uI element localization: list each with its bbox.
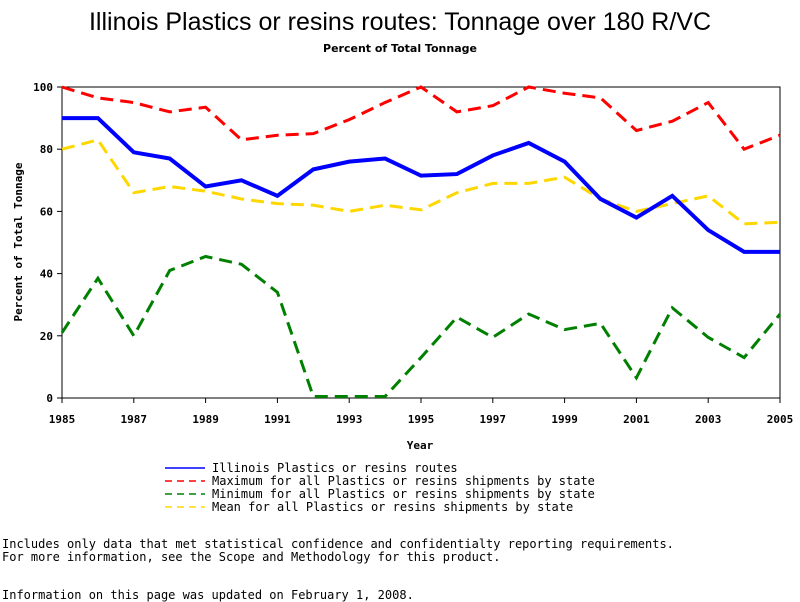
y-tick-label: 60 — [40, 205, 53, 218]
y-axis: 0 20 40 60 80 100 — [33, 81, 62, 405]
legend-label: Illinois Plastics or resins routes — [212, 461, 458, 475]
x-tick-label: 1987 — [121, 413, 148, 426]
x-tick-label: 1985 — [49, 413, 76, 426]
y-axis-label: Percent of Total Tonnage — [12, 162, 25, 321]
note-updated: Information on this page was updated on … — [2, 588, 414, 602]
y-tick-label: 20 — [40, 330, 53, 343]
x-tick-label: 1989 — [192, 413, 219, 426]
legend-label: Minimum for all Plastics or resins shipm… — [212, 487, 595, 501]
x-tick-label: 2001 — [623, 413, 650, 426]
note-methodology: For more information, see the Scope and … — [2, 550, 501, 564]
x-axis: 1985 1987 1989 1991 1993 1995 1997 1999 2001 2003… — [49, 398, 794, 426]
x-tick-label: 1991 — [264, 413, 291, 426]
x-tick-label: 1997 — [480, 413, 507, 426]
series-line-mean — [61, 138, 781, 226]
chart-subtitle: Percent of Total Tonnage — [323, 42, 477, 55]
series-line-minimum — [60, 254, 782, 398]
legend: Illinois Plastics or resins routesMaximu… — [165, 461, 595, 514]
x-tick-label: 2003 — [695, 413, 722, 426]
x-axis-label: Year — [407, 439, 434, 452]
y-tick-label: 80 — [40, 143, 53, 156]
plot-frame — [61, 86, 781, 399]
x-tick-label: 1999 — [551, 413, 578, 426]
note-confidentiality: Includes only data that met statistical … — [2, 537, 674, 551]
y-tick-label: 100 — [33, 81, 53, 94]
legend-label: Maximum for all Plastics or resins shipm… — [212, 474, 595, 488]
x-tick-label: 1995 — [408, 413, 435, 426]
x-tick-label: 2005 — [767, 413, 794, 426]
series-line-maximum — [61, 85, 781, 152]
legend-label: Mean for all Plastics or resins shipment… — [212, 500, 573, 514]
y-tick-label: 40 — [40, 268, 53, 281]
series-group — [60, 85, 782, 398]
y-tick-label: 0 — [46, 392, 53, 405]
series-line-illinois — [62, 116, 780, 254]
x-tick-label: 1993 — [336, 413, 363, 426]
chart-title: Illinois Plastics or resins routes: Tonn… — [89, 8, 711, 36]
